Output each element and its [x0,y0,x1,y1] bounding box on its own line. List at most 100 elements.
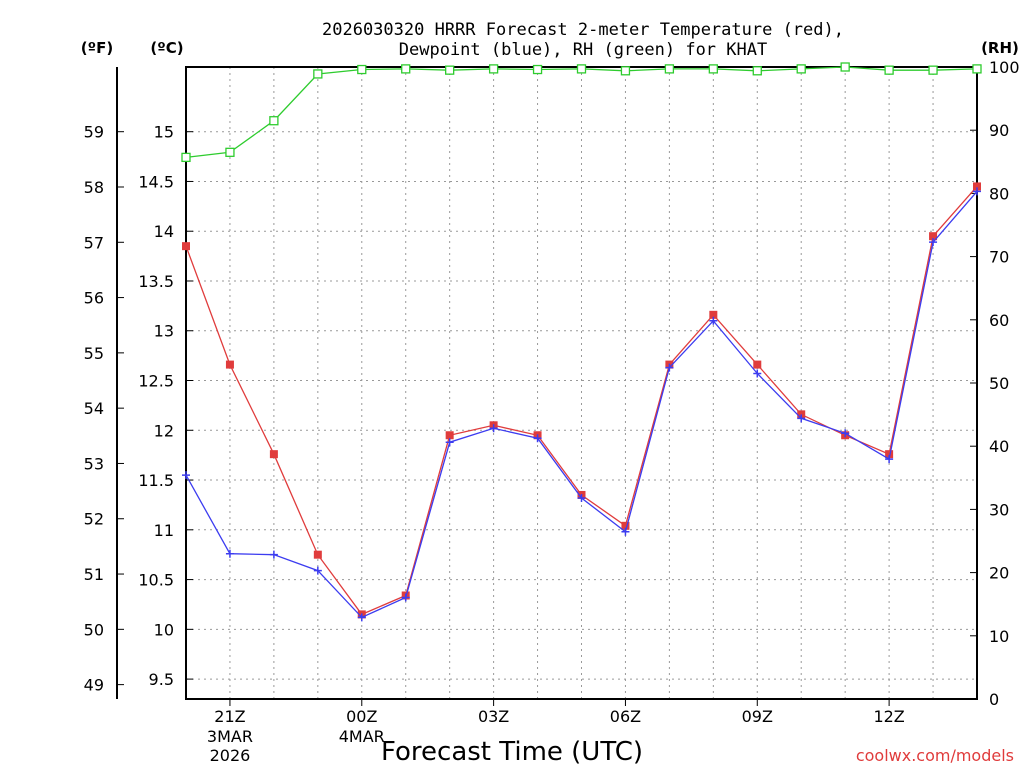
fahrenheit-tick-label: 54 [84,399,104,418]
rh-point [796,64,806,74]
celsius-unit-label: (ºC) [150,39,183,57]
rh-tick-label: 80 [989,184,1009,203]
dewpoint-point [753,369,762,378]
temperature-point [269,450,278,459]
rh-point [664,64,675,74]
temperature-point [929,232,938,241]
temperature-point [885,450,894,459]
temperature-point [973,182,981,191]
temperature-point [182,242,190,251]
celsius-tick-label: 13.5 [138,272,174,291]
dewpoint-point [885,455,894,464]
dewpoint-point [973,187,981,196]
x-tick-sublabel: 3MAR [207,727,253,746]
rh-tick-label: 70 [989,248,1009,267]
rh-tick-label: 100 [989,58,1020,77]
temperature-point [445,431,454,440]
rh-point [752,66,762,76]
credit-label: coolwx.com/models [856,746,1014,765]
rh-point [532,64,543,75]
rh-unit-label: (RH) [981,39,1019,57]
temperature-point [709,310,718,319]
rh-tick-label: 90 [989,121,1009,140]
x-tick-label: 09Z [742,707,773,726]
grid [186,67,977,699]
rh-point [884,65,894,75]
dewpoint-point [533,434,542,443]
dewpoint-point [929,238,938,247]
rh-point [840,62,850,72]
dewpoint-point [357,613,366,622]
celsius-tick-label: 9.5 [149,670,174,689]
rh-point [445,65,455,75]
dewpoint-point [182,471,190,480]
temperature-line [185,185,978,616]
rh-tick-label: 0 [989,690,999,709]
dewpoint-point [445,438,454,447]
celsius-tick-label: 14.5 [138,172,174,191]
rh-point [181,152,191,163]
temperature-point [313,550,322,559]
x-tick-sublabel: 4MAR [339,727,385,746]
rh-tick-label: 60 [989,311,1009,330]
dewpoint-point [841,429,850,438]
axes: 9.5 10 10.5 11 11.5 12 12.5 13 13.5 14 14.5 15 49 50 5… [84,58,1020,765]
fahrenheit-tick-label: 52 [84,510,104,529]
plot-frame [185,66,978,700]
fahrenheit-tick-label: 50 [84,620,104,639]
fahrenheit-tick-label: 56 [84,289,104,308]
rh-point [269,116,279,126]
chart-title-line1: 2026030320 HRRR Forecast 2-meter Tempera… [322,20,844,40]
celsius-tick-label: 11 [154,521,174,540]
fahrenheit-tick-label: 53 [84,454,104,473]
celsius-tick-label: 15 [154,123,174,142]
fahrenheit-tick-label: 57 [84,233,104,252]
rh-tick-label: 40 [989,437,1009,456]
x-tick-label: 12Z [873,707,904,726]
dewpoint-point [401,593,410,602]
series [181,62,982,622]
rh-point [225,147,235,157]
celsius-tick-label: 12 [154,421,174,440]
x-tick-sublabel: 2026 [210,746,251,765]
fahrenheit-tick-label: 55 [84,344,104,363]
dewpoint-point [709,316,718,325]
rh-tick-label: 30 [989,500,1009,519]
chart-title-line2: Dewpoint (blue), RH (green) for KHAT [399,40,767,60]
rh-point [488,64,499,74]
dewpoint-point [577,493,586,502]
celsius-tick-label: 14 [154,222,174,241]
x-tick-label: 21Z [214,707,245,726]
rh-point [313,69,323,79]
dewpoint-point [797,414,806,423]
temperature-point [621,521,630,530]
rh-point [620,66,631,76]
dewpoint-point [489,424,498,433]
rh-point [972,64,982,74]
dewpoint-point [269,550,278,559]
celsius-tick-label: 13 [154,322,174,341]
fahrenheit-tick-label: 58 [84,178,104,197]
fahrenheit-tick-label: 59 [84,123,104,142]
celsius-tick-label: 10 [154,620,174,639]
fahrenheit-tick-label: 51 [84,565,104,584]
fahrenheit-unit-label: (ºF) [81,39,113,57]
celsius-tick-label: 11.5 [138,471,174,490]
rh-tick-label: 20 [989,564,1009,583]
fahrenheit-tick-label: 49 [84,676,104,695]
temperature-point [753,360,762,369]
rh-tick-label: 10 [989,627,1009,646]
rh-point [576,64,587,74]
x-axis-label: Forecast Time (UTC) [381,737,643,767]
dewpoint-point [621,527,630,536]
celsius-tick-label: 12.5 [138,372,174,391]
rh-point [357,64,367,75]
rh-point [708,64,718,74]
rh-tick-label: 50 [989,374,1009,393]
celsius-tick-label: 10.5 [138,571,174,590]
dewpoint-point [225,549,234,558]
x-tick-label: 03Z [478,707,509,726]
dewpoint-point [665,363,674,372]
rh-point [928,65,938,75]
